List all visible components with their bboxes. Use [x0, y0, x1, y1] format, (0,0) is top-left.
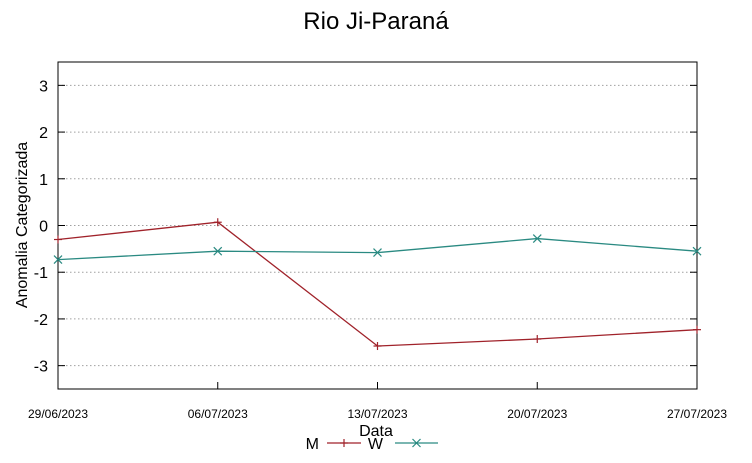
legend-label-w: W [368, 436, 384, 453]
y-axis-ticks: -3 -2 -1 0 1 2 3 [34, 78, 697, 376]
x-tick-label: 13/07/2023 [347, 407, 407, 421]
series-line-w [57, 237, 698, 261]
grid-lines [58, 84, 697, 367]
y-tick-label: -3 [34, 359, 48, 376]
x-tick-label: 27/07/2023 [667, 407, 727, 421]
legend-label-m: M [306, 436, 319, 453]
x-tick-label: 20/07/2023 [507, 407, 567, 421]
data-point-m [213, 218, 222, 227]
plot-area-frame [57, 61, 698, 390]
y-tick-label: -2 [34, 312, 48, 329]
x-tick-label: 06/07/2023 [188, 407, 248, 421]
data-point-w [53, 255, 63, 265]
y-tick-label: -1 [34, 265, 48, 282]
y-tick-label: 1 [39, 172, 48, 189]
data-point-w [532, 234, 542, 244]
series-line-m [57, 221, 698, 347]
chart-title: Rio Ji-Paraná [303, 8, 449, 35]
data-point-m [373, 342, 382, 351]
data-point-w [692, 246, 702, 256]
legend-marker-w [412, 438, 421, 448]
series-layer [53, 218, 702, 351]
x-tick-label: 29/06/2023 [28, 407, 88, 421]
data-point-m [533, 335, 542, 344]
y-tick-label: 2 [39, 125, 48, 142]
data-point-w [213, 246, 223, 256]
y-axis-label: Anomalia Categorizada [14, 142, 31, 308]
data-point-w [373, 248, 382, 258]
x-axis-ticks: 29/06/2023 06/07/2023 13/07/2023 20/07/2023… [28, 382, 727, 421]
y-tick-label: 3 [39, 78, 48, 95]
legend-marker-m [340, 439, 348, 447]
y-tick-label: 0 [39, 219, 48, 236]
x-axis-label: Data [359, 423, 393, 440]
data-point-m [693, 325, 701, 334]
data-point-m [54, 235, 62, 244]
